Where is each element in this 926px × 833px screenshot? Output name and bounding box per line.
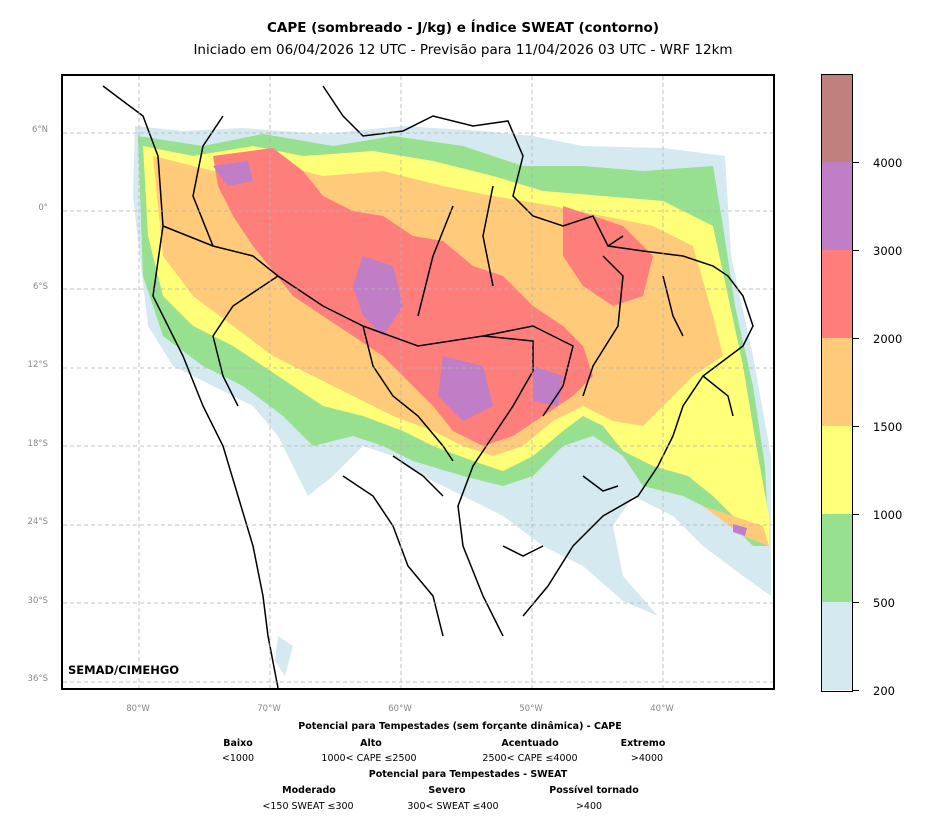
sweat-category-range: >400 — [575, 801, 603, 812]
map-title: CAPE (sombreado - J/kg) e Índice SWEAT (… — [267, 20, 659, 36]
colorbar-label: 2000 — [873, 332, 903, 346]
lat-label-36s: 36°S — [27, 674, 48, 684]
cape-category-name: Extremo — [620, 738, 666, 749]
colorbar — [821, 74, 853, 692]
colorbar-segment — [822, 338, 852, 426]
sweat-category-range: <150 SWEAT ≤300 — [262, 801, 354, 812]
colorbar-label: 1500 — [873, 420, 903, 434]
colorbar-segment — [822, 250, 852, 338]
colorbar-segment — [822, 162, 852, 250]
lon-label-80w: 80°W — [126, 704, 150, 714]
lon-label-70w: 70°W — [257, 704, 281, 714]
cape-shading — [133, 126, 771, 676]
country-borders — [102, 85, 754, 688]
colorbar-tick — [853, 602, 859, 603]
colorbar-label: 200 — [873, 684, 895, 698]
cape-category-name: Acentuado — [501, 738, 559, 749]
colorbar-tick — [853, 690, 859, 691]
map-panel — [61, 74, 775, 690]
cape-category-range: <1000 — [221, 753, 255, 764]
colorbar-segment — [822, 75, 852, 162]
sweat-category-range: 300< SWEAT ≤400 — [407, 801, 499, 812]
lat-label-0: 0° — [38, 203, 48, 213]
colorbar-tick — [853, 426, 859, 427]
colorbar-segment — [822, 426, 852, 514]
lon-label-50w: 50°W — [519, 704, 543, 714]
lat-label-18s: 18°S — [27, 439, 48, 449]
colorbar-label: 3000 — [873, 244, 903, 258]
cape-category-name: Baixo — [223, 738, 253, 749]
credit-label: SEMAD/CIMEHGO — [68, 663, 180, 677]
lon-label-40w: 40°W — [650, 704, 674, 714]
sweat-legend-title: Potencial para Tempestades - SWEAT — [368, 769, 568, 780]
colorbar-tick — [853, 162, 859, 163]
cape-legend-title: Potencial para Tempestades (sem forçante… — [298, 721, 622, 732]
colorbar-segment — [822, 602, 852, 690]
colorbar-label: 1000 — [873, 508, 903, 522]
cape-map — [63, 76, 773, 688]
sweat-category-name: Possível tornado — [549, 785, 639, 796]
graticule — [63, 76, 773, 688]
colorbar-label: 500 — [873, 596, 895, 610]
lat-label-6s: 6°S — [32, 282, 48, 292]
lat-label-30s: 30°S — [27, 596, 48, 606]
cape-category-range: 2500< CAPE ≤4000 — [482, 753, 578, 764]
colorbar-tick — [853, 250, 859, 251]
lat-label-6n: 6°N — [31, 125, 48, 135]
cape-category-name: Alto — [360, 738, 382, 749]
lat-label-24s: 24°S — [27, 517, 48, 527]
colorbar-tick — [853, 514, 859, 515]
colorbar-segment — [822, 514, 852, 602]
map-subtitle: Iniciado em 06/04/2026 12 UTC - Previsão… — [193, 42, 733, 58]
sweat-category-name: Severo — [428, 785, 466, 796]
lon-label-60w: 60°W — [388, 704, 412, 714]
sweat-category-name: Moderado — [282, 785, 336, 796]
colorbar-tick — [853, 338, 859, 339]
cape-category-range: >4000 — [630, 753, 664, 764]
colorbar-label: 4000 — [873, 156, 903, 170]
cape-category-range: 1000< CAPE ≤2500 — [321, 753, 417, 764]
lat-label-12s: 12°S — [27, 360, 48, 370]
